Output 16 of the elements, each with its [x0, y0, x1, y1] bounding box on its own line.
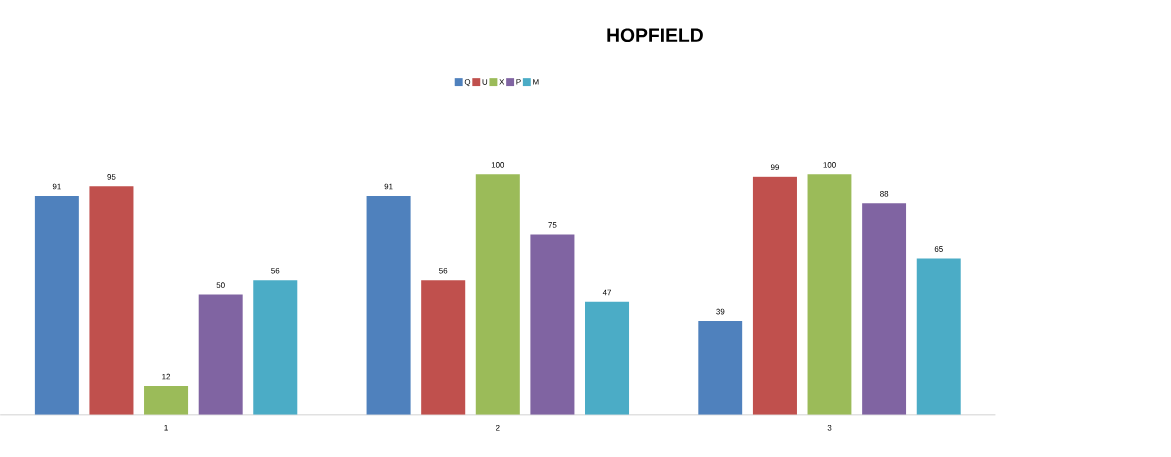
bar	[253, 280, 298, 415]
bar	[752, 176, 797, 415]
bar	[34, 195, 79, 415]
bar	[916, 258, 961, 415]
bar	[807, 174, 852, 415]
bar	[144, 385, 189, 415]
bar	[530, 234, 575, 415]
bar	[585, 301, 630, 415]
chart-title: HOPFIELD	[607, 28, 703, 43]
bar	[198, 294, 243, 415]
bar	[475, 174, 520, 415]
bar	[862, 203, 907, 415]
bar	[421, 280, 466, 415]
bar	[366, 195, 411, 415]
bar	[89, 186, 134, 415]
bar	[698, 320, 743, 415]
